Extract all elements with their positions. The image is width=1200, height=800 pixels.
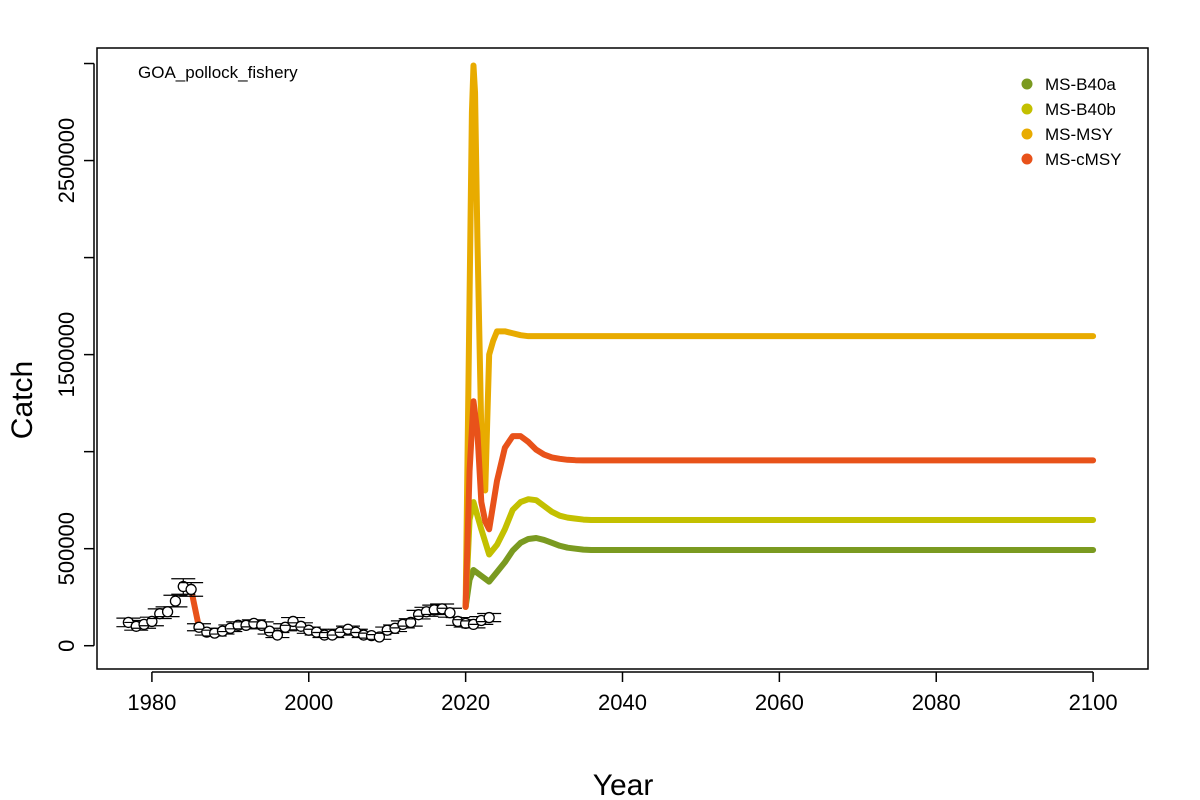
y-axis-title: Catch: [6, 361, 39, 439]
legend-item-ms-b40a: MS-B40a: [1021, 75, 1116, 94]
legend: MS-B40a MS-B40b MS-MSY MS-cMSY: [1021, 75, 1122, 169]
y-tick-label: 2500000: [54, 118, 79, 204]
legend-item-ms-b40b: MS-B40b: [1021, 100, 1116, 119]
observed-point: [163, 594, 188, 608]
legend-item-ms-msy: MS-MSY: [1021, 125, 1113, 144]
observed-point: [265, 629, 290, 641]
legend-swatch: [1021, 153, 1033, 165]
series-layer: [180, 62, 1097, 631]
x-tick-label: 2000: [284, 690, 333, 715]
legend-label: MS-B40a: [1045, 75, 1116, 94]
x-axis-title: Year: [593, 769, 654, 800]
legend-label: MS-B40b: [1045, 100, 1116, 119]
plot-frame: [96, 47, 1149, 670]
legend-swatch: [1021, 78, 1033, 90]
x-tick-label: 2060: [755, 690, 804, 715]
y-tick-label: 0: [54, 640, 79, 652]
x-tick-label: 2100: [1069, 690, 1118, 715]
legend-swatch: [1021, 103, 1033, 115]
chart-annotation: GOA_pollock_fishery: [138, 63, 298, 82]
series-line-ms-b40b: [462, 496, 1097, 610]
series-line-ms-b40a: [462, 535, 1097, 610]
observed-point: [398, 616, 423, 629]
legend-label: MS-cMSY: [1045, 150, 1122, 169]
x-tick-label: 1980: [127, 690, 176, 715]
observed-point: [406, 609, 431, 621]
x-axis: 1980 2000 2020 2040 2060 2080 2100: [127, 671, 1118, 715]
y-tick-label: 500000: [54, 512, 79, 585]
legend-label: MS-MSY: [1045, 125, 1113, 144]
x-tick-label: 2040: [598, 690, 647, 715]
y-axis: 0 500000 1500000 2500000: [54, 62, 95, 652]
series-line-ms-msy: [462, 62, 1097, 610]
observed-points: [116, 578, 502, 643]
y-tick-label: 1500000: [54, 312, 79, 398]
observed-point: [179, 582, 204, 597]
x-tick-label: 2080: [912, 690, 961, 715]
legend-item-ms-cmsy: MS-cMSY: [1021, 150, 1122, 169]
x-tick-label: 2020: [441, 690, 490, 715]
series-line-ms-cmsy: [180, 398, 1097, 631]
observed-point: [477, 611, 502, 624]
observed-point: [132, 618, 157, 631]
legend-swatch: [1021, 128, 1033, 140]
